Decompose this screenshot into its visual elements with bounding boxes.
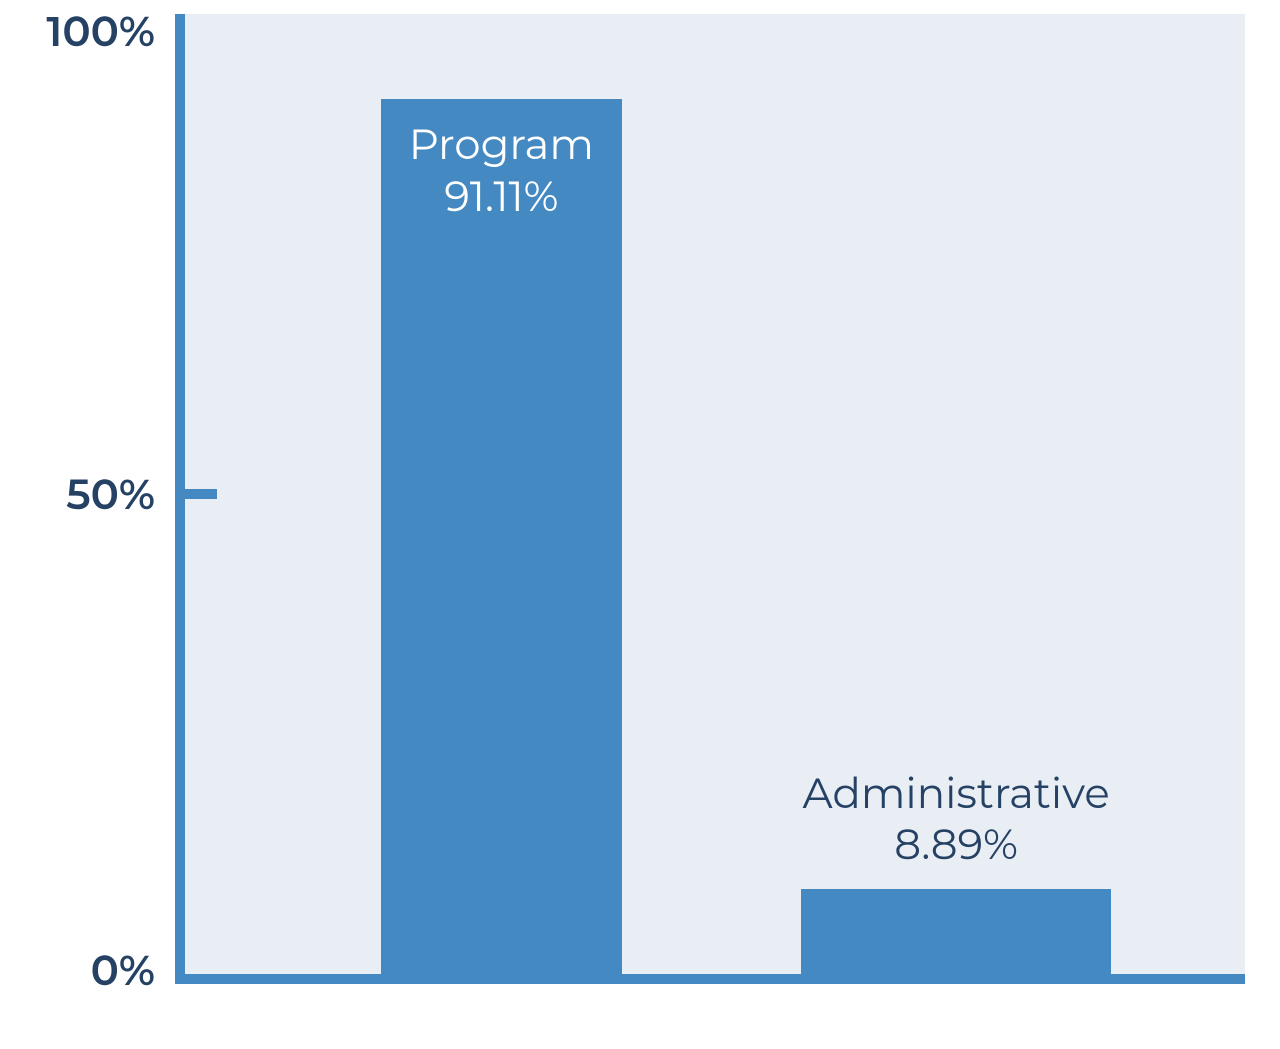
bar-label-value: 8.89% [802, 819, 1109, 870]
bar-label-administrative: Administrative8.89% [802, 768, 1109, 870]
y-axis-line [175, 14, 185, 984]
bar-label-name: Program [409, 119, 594, 170]
bar-label-value: 91.11% [409, 171, 594, 222]
x-axis-line [175, 974, 1245, 984]
bar-label-program: Program91.11% [409, 119, 594, 221]
y-tick-label: 0% [91, 944, 175, 996]
y-tick-label: 50% [66, 468, 175, 520]
bar-administrative [801, 889, 1111, 974]
bar-program [381, 99, 622, 974]
expense-breakdown-chart: 0% 50% 100% Program91.11% Administrative8.89… [0, 0, 1280, 1049]
y-tick-label: 100% [46, 5, 175, 57]
plot-area: 0%50%100%Program91.11%Administrative8.89… [175, 14, 1245, 984]
bar-label-name: Administrative [802, 768, 1109, 819]
y-tick-mark [175, 489, 217, 499]
